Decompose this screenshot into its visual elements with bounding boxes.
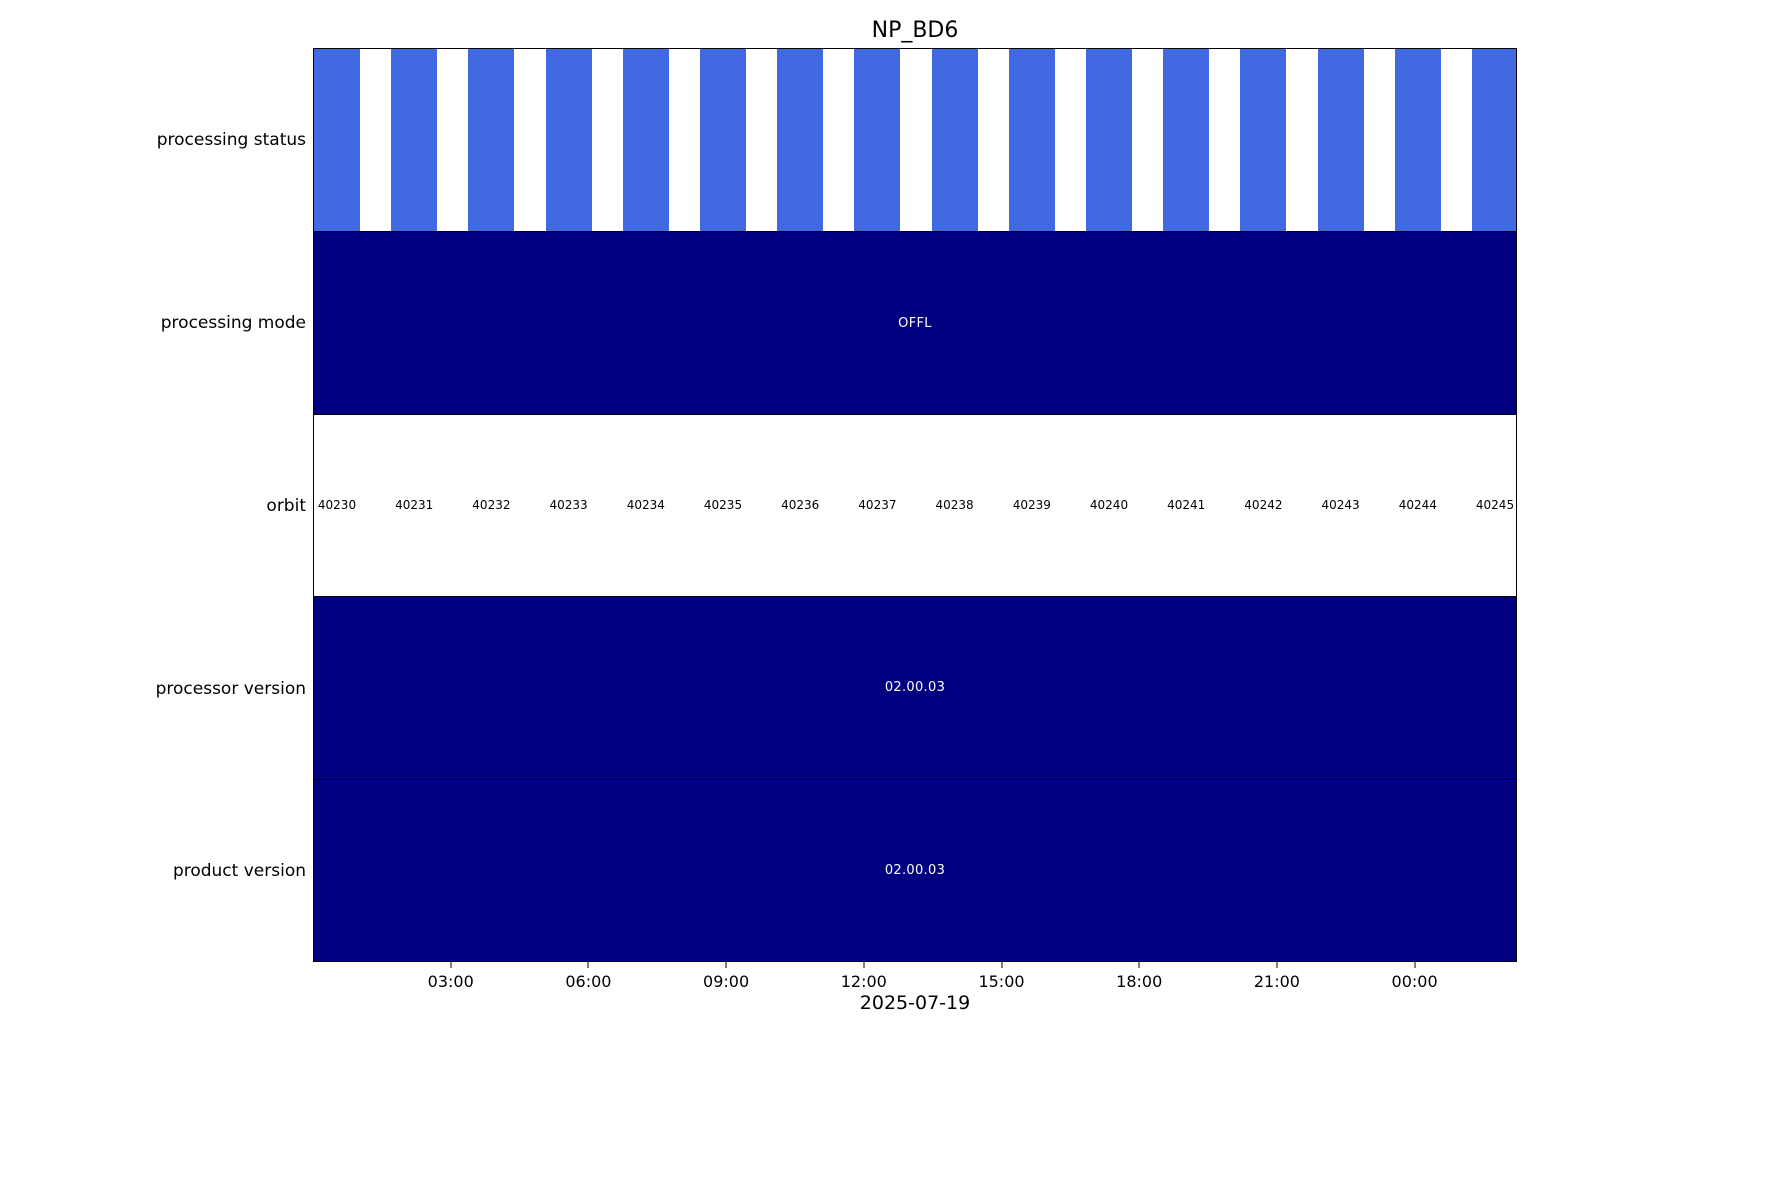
x-tick-mark	[1001, 962, 1002, 968]
processing-status-bar	[1472, 49, 1516, 232]
x-tick-label: 18:00	[1116, 972, 1163, 991]
x-tick-mark	[450, 962, 452, 968]
row-product-version: 02.00.03	[314, 778, 1516, 961]
orbit-number: 40233	[549, 498, 588, 513]
orbit-number: 40235	[703, 498, 743, 513]
orbit-number: 40240	[1089, 498, 1129, 513]
processing-status-bar	[1240, 49, 1287, 232]
x-tick-label: 03:00	[427, 972, 474, 991]
x-tick-label: 12:00	[840, 972, 887, 991]
processing-status-bar	[1086, 49, 1132, 232]
processing-status-bar	[1008, 49, 1055, 232]
x-tick-mark	[863, 962, 865, 968]
x-tick-label: 09:00	[703, 972, 750, 991]
processing-status-bar	[314, 49, 360, 232]
processing-status-bar	[1317, 49, 1364, 232]
processing-status-bar	[1163, 49, 1210, 232]
processing-status-bar	[391, 49, 438, 232]
x-tick-mark	[587, 962, 589, 968]
orbit-number: 40245	[1475, 498, 1515, 513]
row-label-processor-version: processor version	[155, 679, 306, 699]
row-processor-version: 02.00.03	[314, 596, 1516, 779]
processing-status-bar	[468, 49, 515, 232]
orbit-number: 40243	[1321, 498, 1360, 513]
x-tick-mark	[1414, 962, 1416, 968]
orbit-number: 40241	[1167, 498, 1206, 513]
row-processing-mode: OFFL	[314, 231, 1516, 414]
x-tick-label: 21:00	[1253, 972, 1300, 991]
orbit-number: 40230	[317, 498, 357, 513]
orbit-number: 40237	[858, 498, 897, 513]
orbit-number: 40242	[1244, 498, 1283, 513]
row-label-processing-status: processing status	[156, 130, 306, 150]
row-orbit: 40230 40231 40232 40233 40234 40235 40236 40237…	[314, 413, 1516, 597]
row-processing-status	[314, 49, 1516, 232]
x-tick-label: 06:00	[565, 972, 612, 991]
processing-status-bar	[700, 49, 746, 232]
orbit-number: 40234	[626, 498, 665, 513]
processing-mode-value: OFFL	[898, 315, 932, 331]
x-axis-label: 2025-07-19	[859, 992, 971, 1014]
orbit-number: 40244	[1398, 498, 1437, 513]
processing-status-bar	[622, 49, 669, 232]
row-label-orbit: orbit	[266, 496, 306, 516]
orbit-number: 40238	[935, 498, 974, 513]
chart-title: NP_BD6	[871, 18, 959, 43]
processing-status-bar	[777, 49, 824, 232]
processing-status-bar	[1394, 49, 1441, 232]
orbit-number: 40239	[1012, 498, 1051, 513]
processing-status-bar	[545, 49, 592, 232]
x-tick-mark	[1138, 962, 1140, 968]
product-version-value: 02.00.03	[884, 862, 946, 878]
plot-area: OFFL 40230 40231 40232 40233 40234 40235 40236…	[313, 48, 1517, 962]
x-tick-mark	[1276, 962, 1278, 968]
processing-status-bar	[854, 49, 901, 232]
processing-status-bar	[931, 49, 978, 232]
orbit-number: 40231	[395, 498, 434, 513]
row-label-product-version: product version	[172, 861, 306, 881]
row-label-processing-mode: processing mode	[160, 313, 306, 333]
x-tick-mark	[725, 962, 727, 968]
orbit-number: 40232	[472, 498, 511, 513]
processor-version-value: 02.00.03	[884, 680, 946, 696]
x-tick-label: 00:00	[1391, 972, 1438, 991]
x-tick-label: 15:00	[978, 972, 1025, 991]
orbit-number: 40236	[781, 498, 820, 513]
